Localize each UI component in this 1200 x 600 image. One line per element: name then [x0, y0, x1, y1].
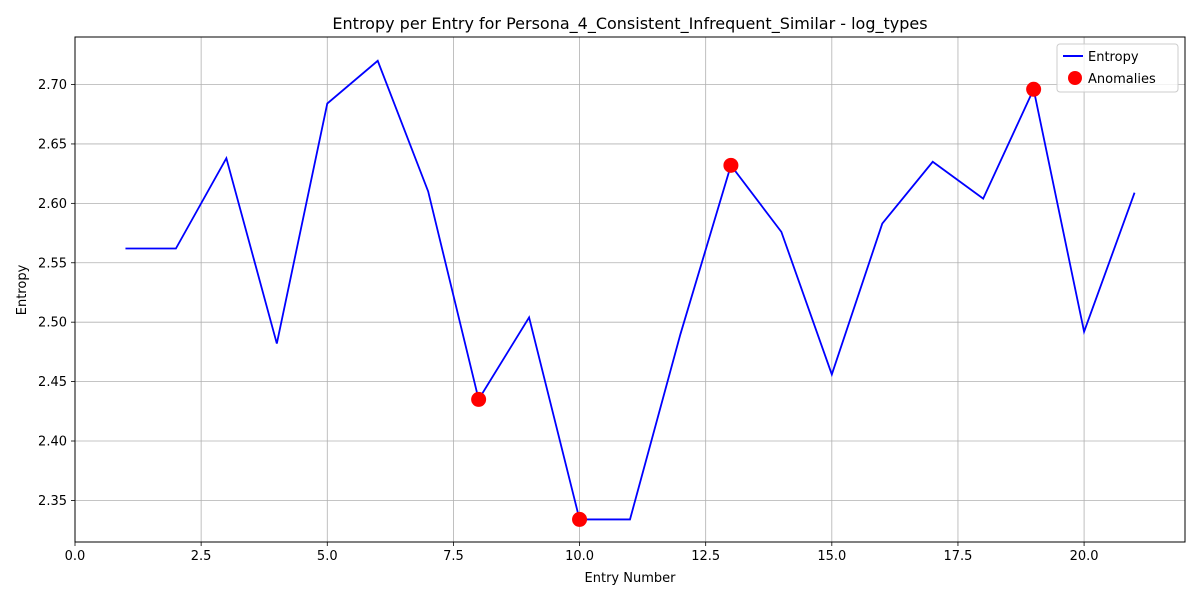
x-tick-label: 5.0 — [317, 549, 338, 564]
series-layer — [125, 59, 1136, 527]
x-tick-label: 12.5 — [691, 549, 720, 564]
x-tick-label: 0.0 — [65, 549, 86, 564]
x-tick-label: 10.0 — [565, 549, 594, 564]
y-tick-label: 2.65 — [38, 137, 67, 152]
y-tick-label: 2.50 — [38, 316, 67, 331]
x-tick-label: 2.5 — [191, 549, 212, 564]
y-tick-label: 2.45 — [38, 375, 67, 390]
anomaly-point — [471, 391, 487, 407]
legend-entropy-label: Entropy — [1088, 50, 1139, 65]
y-tick-label: 2.60 — [38, 197, 67, 212]
y-axis-title: Entropy — [15, 264, 30, 315]
entropy-line — [125, 59, 1136, 521]
y-tick-label: 2.70 — [38, 78, 67, 93]
y-tick-label: 2.55 — [38, 256, 67, 271]
chart-title: Entropy per Entry for Persona_4_Consiste… — [332, 14, 927, 34]
legend-anomalies-label: Anomalies — [1088, 72, 1156, 87]
x-tick-label: 7.5 — [443, 549, 464, 564]
ticks: 0.0 2.5 5.0 7.5 10.0 12.5 15.0 17.5 20.0 2.35 2.40… — [38, 78, 1099, 564]
x-tick-label: 20.0 — [1070, 549, 1099, 564]
x-tick-label: 15.0 — [817, 549, 846, 564]
legend-anomalies-swatch — [1068, 71, 1082, 85]
anomaly-point — [723, 157, 739, 173]
grid — [74, 37, 1185, 542]
anomaly-point — [1026, 81, 1042, 97]
anomaly-point — [572, 511, 588, 527]
plot-frame — [74, 36, 1186, 543]
x-axis-title: Entry Number — [585, 571, 677, 586]
y-tick-label: 2.40 — [38, 435, 67, 450]
legend: Entropy Anomalies — [1056, 43, 1179, 93]
legend-box — [1056, 43, 1179, 93]
y-tick-label: 2.35 — [38, 494, 67, 509]
x-tick-label: 17.5 — [943, 549, 972, 564]
